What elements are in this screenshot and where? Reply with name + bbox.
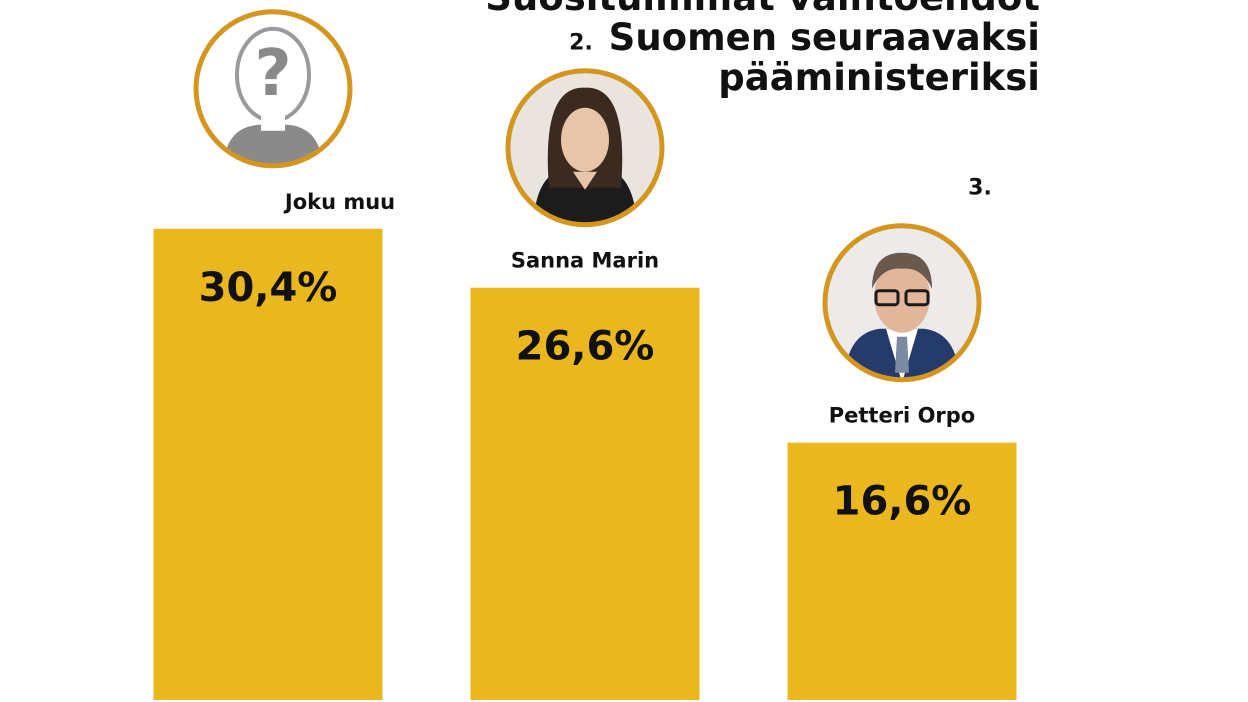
value-label-petteri-orpo: 16,6% [833,479,972,525]
name-label-joku-muu: Joku muu [283,190,395,214]
value-label-sanna-marin: 26,6% [516,324,655,370]
bar-petteri-orpo [787,442,1017,700]
title-line-1: Suosituimmat vaihtoehdot [485,0,1040,18]
svg-text:?: ? [254,37,291,111]
bar-group-sanna-marin: 26,6% Sanna Marin 2. [470,31,700,700]
rank-label-petteri-orpo: 3. [968,176,992,201]
title-line-3: pääministeriksi [718,56,1040,99]
title-line-2: Suomen seuraavaksi [608,16,1040,59]
name-label-petteri-orpo: Petteri Orpo [829,404,976,428]
value-label-joku-muu: 30,4% [199,265,338,311]
petteri-orpo-portrait [822,222,982,383]
name-label-sanna-marin: Sanna Marin [511,249,659,273]
bar-group-petteri-orpo: 16,6% Petteri Orpo 3. [787,176,1017,700]
rank-label-sanna-marin: 2. [569,31,593,56]
chart-title: Suosituimmat vaihtoehdot Suomen seuraava… [485,0,1040,98]
sanna-marin-portrait [505,67,665,228]
bar-sanna-marin [470,287,700,700]
unknown-person-icon: ? [193,8,353,169]
bar-group-joku-muu: 30,4% Joku muu? [153,8,395,701]
bar-joku-muu [153,228,383,701]
